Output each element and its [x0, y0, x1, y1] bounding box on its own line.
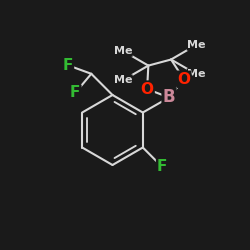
Text: Me: Me [114, 46, 132, 56]
Text: F: F [70, 86, 80, 100]
Text: F: F [157, 160, 168, 174]
Text: B: B [163, 88, 175, 106]
Text: O: O [177, 72, 190, 87]
Text: Me: Me [187, 69, 206, 79]
Text: O: O [140, 82, 153, 96]
Text: Me: Me [187, 40, 206, 50]
Text: F: F [62, 58, 73, 73]
Text: Me: Me [114, 75, 132, 85]
